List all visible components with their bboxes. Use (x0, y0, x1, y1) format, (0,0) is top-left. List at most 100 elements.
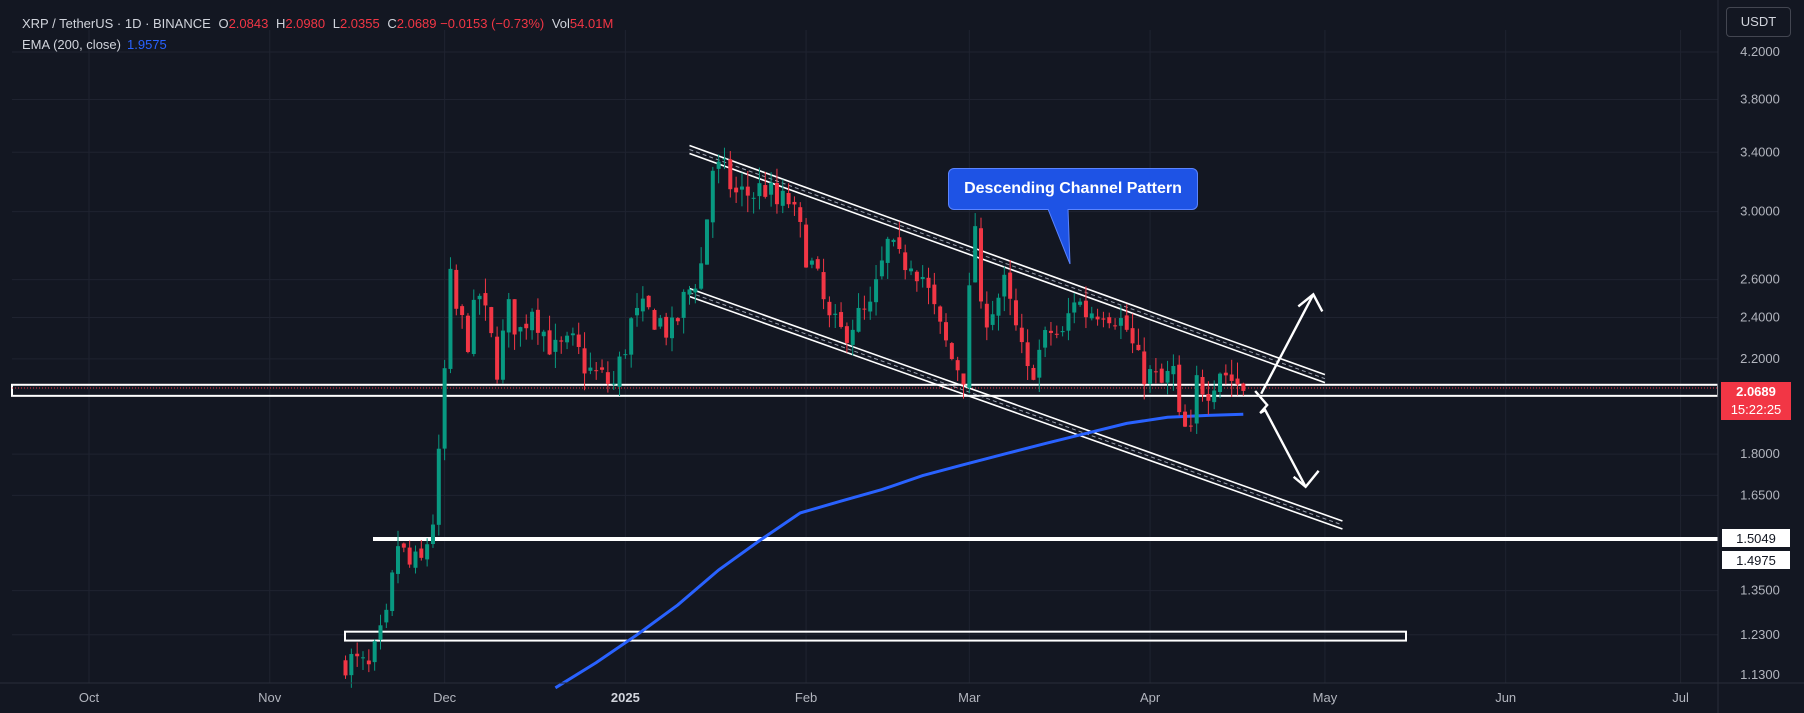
candle (926, 267, 931, 305)
candle-body (413, 551, 418, 568)
candle (442, 359, 447, 461)
price-tick-label: 3.0000 (1740, 204, 1780, 219)
candle (804, 218, 809, 268)
candle (1101, 311, 1106, 328)
candle-body (553, 339, 558, 352)
channel-upper-line (689, 144, 1326, 376)
candle-body (465, 315, 470, 352)
candle (967, 272, 972, 394)
candle-body (704, 219, 709, 265)
candle (553, 323, 558, 368)
ema-line (554, 412, 1244, 690)
candle (704, 219, 709, 265)
candle-body (920, 277, 925, 280)
candle-body (1037, 349, 1042, 378)
candle (588, 352, 593, 375)
candle-body (1060, 331, 1065, 333)
candle-body (1130, 328, 1135, 344)
candle (897, 221, 902, 254)
candle-body (1177, 364, 1182, 413)
time-tick-label: Jun (1495, 690, 1516, 705)
candle-body (1054, 333, 1059, 335)
candle-body (949, 343, 954, 360)
candle-body (856, 307, 861, 332)
candle-body (839, 312, 844, 327)
candle-body (1025, 342, 1030, 367)
ema-row[interactable]: EMA (200, close) 1.9575 (22, 34, 613, 55)
candle-body (955, 360, 960, 371)
candle-body (390, 572, 395, 612)
candle-body (617, 356, 622, 387)
candle (973, 213, 978, 283)
candle (483, 278, 488, 321)
candle (652, 308, 657, 330)
candle-body (646, 295, 651, 308)
candle-body (477, 295, 482, 300)
candle-body (512, 299, 517, 335)
candle-body (349, 654, 354, 676)
ohlc-row: XRP / TetherUS · 1D · BINANCE O2.0843 H2… (22, 13, 613, 34)
bar-countdown-tag: 15:22:25 (1721, 400, 1791, 420)
candle (1206, 381, 1211, 415)
candle (903, 244, 908, 280)
candle (757, 167, 762, 210)
candle-body (570, 333, 575, 336)
candle-body (792, 201, 797, 205)
candle (827, 296, 832, 328)
candle (1171, 354, 1176, 391)
candle-body (944, 322, 949, 341)
candle (1118, 305, 1123, 340)
candle-body (600, 367, 605, 370)
currency-button[interactable]: USDT (1726, 7, 1791, 37)
candle-body (804, 224, 809, 268)
candle (984, 291, 989, 341)
candle-body (565, 335, 570, 343)
candle (547, 315, 552, 356)
candle-body (1229, 374, 1234, 381)
ema-label: EMA (200, close) (22, 37, 121, 52)
candle (1089, 306, 1094, 321)
candle-body (1235, 378, 1240, 385)
candle (1142, 337, 1147, 400)
ema-value: 1.9575 (127, 37, 167, 52)
candle-body (530, 311, 535, 331)
descending-channel (689, 144, 1343, 530)
candle-body (1124, 315, 1129, 330)
candle (384, 603, 389, 629)
candle (1212, 380, 1217, 410)
candle-body (582, 348, 587, 374)
candle-body (1171, 365, 1176, 375)
candle-body (932, 284, 937, 305)
candle-body (833, 313, 838, 315)
candle (372, 639, 377, 671)
time-tick-label: May (1313, 690, 1338, 705)
candle-body (436, 448, 441, 525)
candle (541, 329, 546, 352)
candle (1183, 404, 1188, 428)
candle (722, 147, 727, 170)
candle (850, 319, 855, 356)
price-axis: 4.2000 3.8000 3.4000 3.0000 2.6000 2.4000 2.20… (1717, 0, 1804, 713)
price-tick-label: 1.2300 (1740, 627, 1780, 642)
candle-body (448, 268, 453, 369)
close-label: C (387, 16, 397, 31)
time-axis: Oct Nov Dec 2025 Feb Mar Apr May Jun Jul (0, 682, 1804, 705)
chart-zones (11, 383, 1719, 642)
candle-body (640, 298, 645, 312)
candle-body (914, 271, 919, 282)
candle-body (868, 301, 873, 312)
candle-body (425, 544, 430, 560)
candle-body (518, 327, 523, 332)
candle-body (699, 263, 704, 289)
candle-body (1188, 425, 1193, 427)
candle-body (786, 193, 791, 205)
candle (378, 614, 383, 650)
pattern-callout[interactable]: Descending Channel Pattern (948, 168, 1198, 210)
candle (465, 313, 470, 354)
candle-body (355, 653, 360, 657)
candle (582, 332, 587, 391)
candle (909, 260, 914, 276)
projection-arrows (1254, 292, 1324, 489)
candle (454, 264, 459, 316)
